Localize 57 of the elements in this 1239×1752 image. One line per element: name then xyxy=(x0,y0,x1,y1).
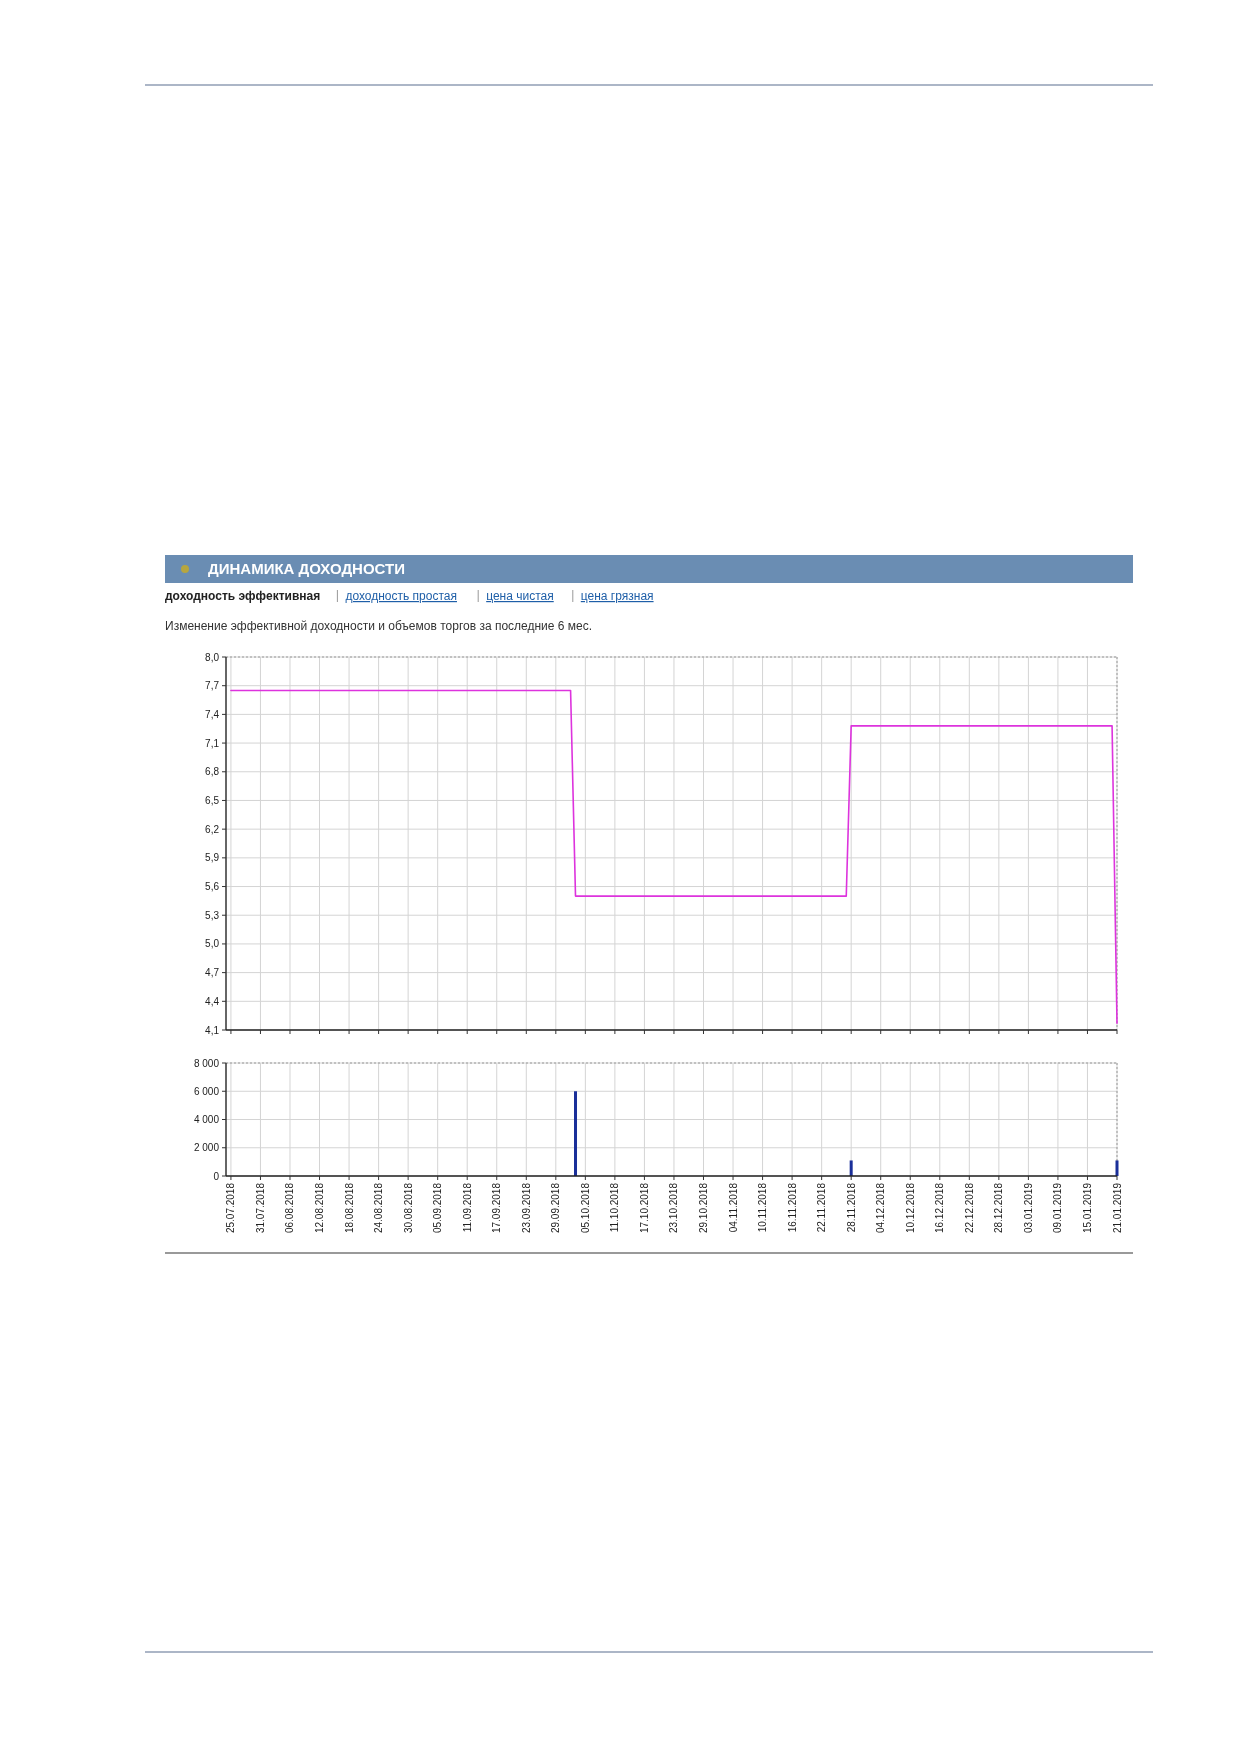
x-tick-label: 10.11.2018 xyxy=(757,1182,769,1233)
y-tick-label: 6,2 xyxy=(205,823,220,835)
y-tick-label: 7,7 xyxy=(205,680,220,692)
y-tick-label: 8,0 xyxy=(205,651,220,663)
y-tick-label: 6,5 xyxy=(205,794,220,806)
x-tick-label: 22.12.2018 xyxy=(963,1182,975,1234)
x-tick-label: 05.09.2018 xyxy=(432,1182,444,1234)
x-tick-label: 28.11.2018 xyxy=(845,1182,857,1233)
x-tick-label: 29.10.2018 xyxy=(698,1182,709,1234)
y-tick-label: 4 000 xyxy=(193,1114,220,1125)
y-tick-label: 0 xyxy=(213,1170,220,1182)
y-tick-label: 7,4 xyxy=(205,708,220,720)
text: цена чистая xyxy=(486,589,554,603)
y-tick-label: 2 000 xyxy=(193,1142,220,1154)
x-tick-label: 17.10.2018 xyxy=(638,1182,650,1234)
x-tick-label: 09.01.2019 xyxy=(1052,1182,1064,1234)
x-tick-label: 03.01.2019 xyxy=(1022,1182,1034,1234)
y-tick-label: 4,1 xyxy=(205,1024,220,1036)
x-tick-label: 05.10.2018 xyxy=(579,1182,591,1234)
x-tick-label: 30.08.2018 xyxy=(402,1182,414,1234)
x-tick-label: 06.08.2018 xyxy=(284,1182,296,1234)
x-tick-label: 10.12.2018 xyxy=(904,1182,916,1234)
y-tick-label: 6 000 xyxy=(193,1085,220,1097)
y-tick-label: 4,7 xyxy=(205,967,220,979)
x-tick-label: 25.07.2018 xyxy=(225,1182,237,1234)
text: цена грязная xyxy=(580,589,654,603)
x-tick-label: 18.08.2018 xyxy=(343,1182,355,1234)
x-tick-label: 11.10.2018 xyxy=(609,1182,621,1233)
y-tick-label: 5,9 xyxy=(205,852,220,864)
x-tick-label: 11.09.2018 xyxy=(461,1182,473,1233)
x-tick-label: 29.09.2018 xyxy=(550,1182,562,1234)
x-tick-label: 31.07.2018 xyxy=(254,1182,266,1234)
text: доходность эффективная xyxy=(165,589,321,603)
y-tick-label: 5,3 xyxy=(205,909,220,921)
x-tick-label: 23.10.2018 xyxy=(668,1182,680,1234)
line-series xyxy=(230,689,1118,1025)
y-tick-label: 5,6 xyxy=(205,881,220,893)
x-tick-label: 21.01.2019 xyxy=(1111,1182,1123,1234)
y-tick-label: 8 000 xyxy=(193,1057,220,1069)
x-tick-label: 04.12.2018 xyxy=(875,1182,887,1234)
x-tick-label: 22.11.2018 xyxy=(816,1182,828,1233)
x-tick-label: 28.12.2018 xyxy=(993,1182,1005,1234)
y-tick-label: 5,0 xyxy=(205,938,220,950)
x-tick-label: 23.09.2018 xyxy=(520,1182,532,1234)
x-tick-label: 12.08.2018 xyxy=(314,1182,326,1234)
x-tick-label: 17.09.2018 xyxy=(491,1182,503,1234)
x-tick-label: 24.08.2018 xyxy=(373,1182,385,1234)
x-tick-label: 16.12.2018 xyxy=(934,1182,946,1234)
y-tick-label: 7,1 xyxy=(205,737,220,749)
x-tick-label: 15.01.2019 xyxy=(1081,1182,1093,1234)
x-tick-label: 16.11.2018 xyxy=(786,1182,798,1233)
y-tick-label: 6,8 xyxy=(205,766,220,778)
text: доходность простая xyxy=(345,589,457,603)
y-tick-label: 4,4 xyxy=(205,995,220,1007)
chart-subtitle: Изменение эффективной доходности и объемов торгов за последние 6 мес. xyxy=(165,619,593,633)
chart-title: ДИНАМИКА ДОХОДНОСТИ xyxy=(208,560,406,577)
x-tick-label: 04.11.2018 xyxy=(727,1182,739,1233)
